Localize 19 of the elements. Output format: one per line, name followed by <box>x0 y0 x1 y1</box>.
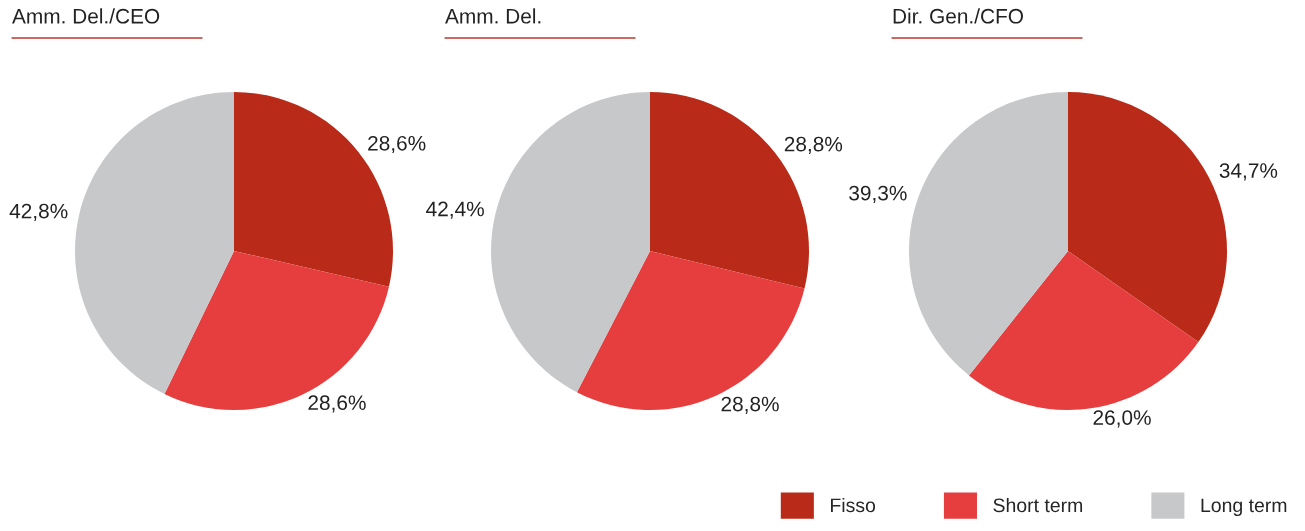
data-label: 28,8% <box>721 396 779 414</box>
chart-title: Dir. Gen./CFO <box>893 8 1023 24</box>
pie-slice <box>909 92 1068 376</box>
pie-slice <box>491 92 650 393</box>
legend-label: Fisso <box>831 497 876 513</box>
data-label: 42,8% <box>9 203 68 221</box>
pie-slice <box>75 92 234 395</box>
chart-title: Amm. Del. <box>445 8 541 24</box>
data-label: 26,0% <box>1093 410 1151 428</box>
legend-label: Short term <box>993 497 1083 513</box>
data-label: 34,7% <box>1219 163 1278 181</box>
pie-slice <box>968 251 1199 410</box>
data-label: 39,3% <box>849 185 907 203</box>
data-label: 28,6% <box>308 395 366 413</box>
legend-label: Long term <box>1201 498 1287 517</box>
chart-title: Amm. Del./CEO <box>12 8 160 24</box>
data-label: 28,8% <box>784 136 843 154</box>
data-label: 28,6% <box>368 135 426 154</box>
data-label: 42,4% <box>426 201 484 219</box>
